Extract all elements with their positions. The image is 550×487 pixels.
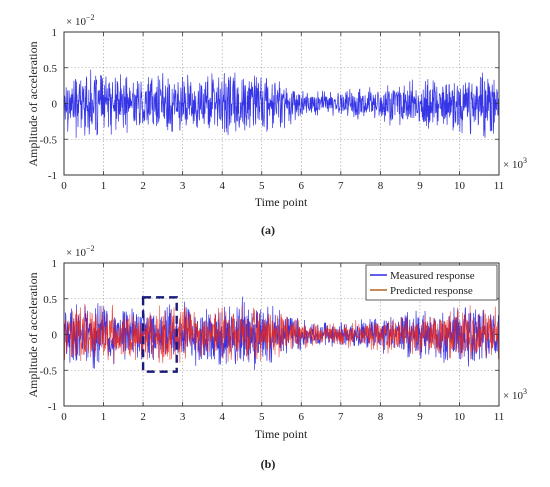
x-tick-label-a-1: 1: [101, 180, 107, 192]
highlight-box: [141, 296, 178, 373]
x-tick-label-b-2: 2: [140, 411, 146, 423]
x-tick-label-a-3: 3: [180, 180, 186, 192]
x-tick-label-a-8: 8: [378, 180, 384, 192]
x-tick-label-b-9: 9: [417, 411, 423, 423]
y-tick-label-a-2: 0: [52, 99, 58, 111]
legend-label-predicted: Predicted response: [390, 285, 473, 297]
x-tick-label-a-5: 5: [259, 180, 265, 192]
x-tick-label-a-6: 6: [299, 180, 305, 192]
tick-marks-b: [63, 262, 500, 407]
y-multiplier-b: × 10−2: [66, 244, 94, 259]
legend-frame: [365, 264, 498, 301]
y-tick-label-a-4: -1: [48, 170, 57, 182]
x-tick-label-a-0: 0: [61, 180, 67, 192]
y-tick-label-b-0: 1: [52, 258, 58, 270]
x-tick-label-a-9: 9: [417, 180, 423, 192]
x-tick-label-b-1: 1: [101, 411, 107, 423]
panel-label-a: (a): [261, 223, 275, 237]
signal-plot-a: [63, 69, 500, 138]
x-tick-label-b-10: 10: [454, 411, 466, 423]
series-line-predicted: [63, 303, 500, 364]
x-tick-label-a-2: 2: [140, 180, 146, 192]
tick-marks-a: [63, 31, 500, 176]
x-multiplier-a: × 103: [503, 156, 527, 171]
x-tick-label-a-10: 10: [454, 180, 466, 192]
y-tick-label-b-4: -1: [48, 401, 57, 413]
y-multiplier-a: × 10−2: [66, 13, 94, 28]
y-tick-label-b-3: -0.5: [40, 365, 58, 377]
y-tick-label-a-0: 1: [52, 27, 58, 39]
x-tick-label-b-4: 4: [219, 411, 225, 423]
x-tick-label-a-4: 4: [219, 180, 225, 192]
x-tick-label-b-8: 8: [378, 411, 384, 423]
legend-label-measured: Measured response: [390, 270, 475, 282]
x-tick-label-a-7: 7: [338, 180, 344, 192]
y-axis-label-a: Amplitude of acceleration: [26, 41, 40, 166]
x-axis-label-b: Time point: [255, 427, 308, 441]
x-tick-label-b-11: 11: [494, 411, 505, 423]
x-tick-label-b-7: 7: [338, 411, 344, 423]
panel-b: Measured response Predicted response 1 0…: [26, 244, 527, 471]
y-tick-label-b-1: 0.5: [43, 294, 57, 306]
x-axis-label-a: Time point: [255, 195, 308, 209]
series-line-measured: [63, 69, 500, 138]
x-multiplier-b: × 103: [503, 387, 527, 402]
signal-plot-b: [63, 296, 500, 371]
y-tick-label-b-2: 0: [52, 330, 58, 342]
legend: Measured response Predicted response: [365, 264, 498, 301]
y-axis-label-b: Amplitude of acceleration: [26, 272, 40, 397]
panel-label-b: (b): [261, 457, 276, 471]
x-tick-label-b-0: 0: [61, 411, 67, 423]
x-tick-label-b-6: 6: [299, 411, 305, 423]
y-tick-label-a-1: 0.5: [43, 63, 57, 75]
x-tick-label-b-3: 3: [180, 411, 186, 423]
y-tick-label-a-3: -0.5: [40, 134, 58, 146]
panel-a: 1 0.5 0 -0.5 -1 0 1 2 3 4 5 6 7 8 9 10 1…: [26, 13, 527, 237]
x-tick-label-b-5: 5: [259, 411, 265, 423]
x-tick-label-a-11: 11: [494, 180, 505, 192]
